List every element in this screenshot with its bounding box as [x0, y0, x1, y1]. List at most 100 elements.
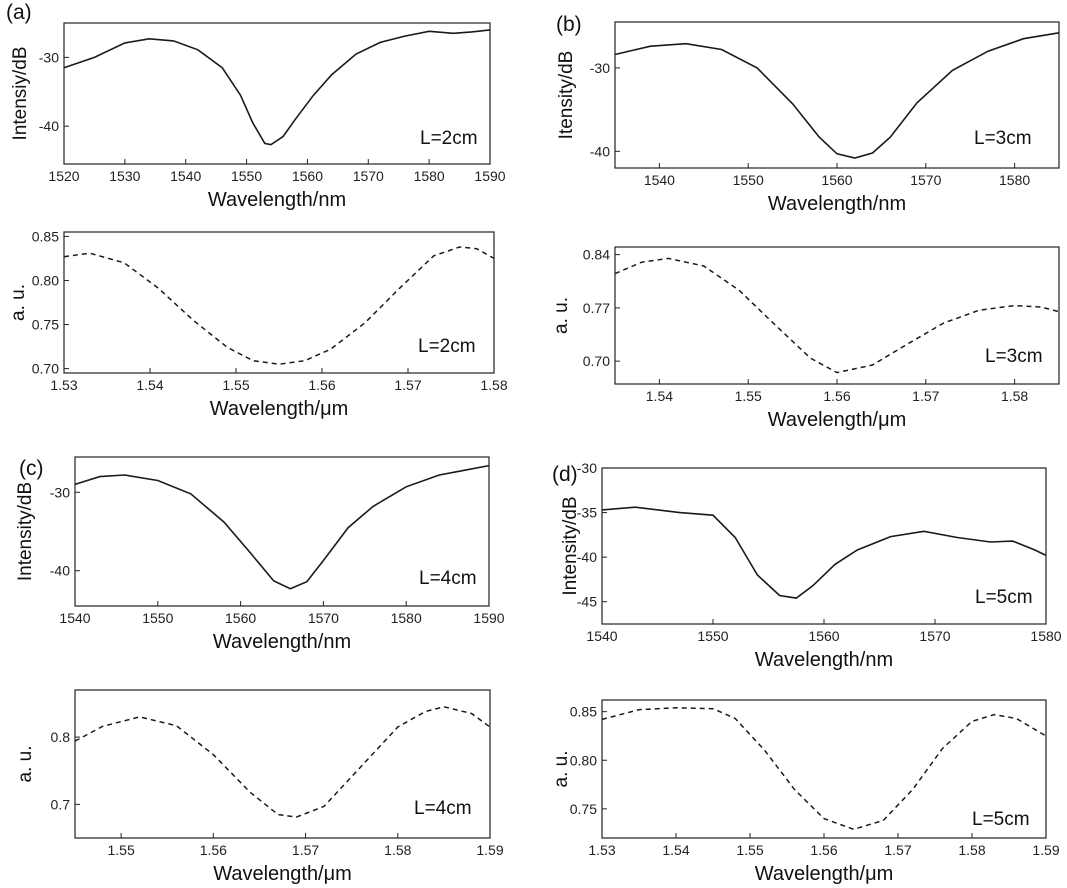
x-tick-label: 1.57 — [394, 377, 421, 393]
x-tick-label: 1.55 — [736, 842, 763, 858]
x-tick-label: 1540 — [644, 172, 675, 188]
x-axis-label: Wavelength/nm — [768, 193, 906, 215]
plot-frame — [74, 689, 491, 839]
y-axis-label: Intensiy/dB — [10, 47, 31, 141]
y-axis-label: a. u. — [15, 746, 36, 783]
x-tick-label: 1580 — [999, 172, 1030, 188]
x-tick-label: 1.55 — [107, 842, 134, 858]
chart-d-bottom: 1.53 1.54 1.55 1.56 1.57 1.58 1.59 0.75 0.80 0.85… — [551, 699, 1060, 885]
x-tick-label: 1.54 — [662, 842, 689, 858]
chart-b-top: 1540 1550 1560 1570 1580 -30 -40 Wavelength/nm I… — [556, 13, 1060, 215]
x-tick-label: 1.54 — [646, 388, 673, 404]
series-line — [614, 257, 1060, 374]
length-annotation: L=2cm — [418, 336, 476, 357]
x-tick-label: 1.58 — [1001, 388, 1028, 404]
y-tick-label: 0.70 — [32, 361, 59, 377]
series-line — [601, 707, 1047, 831]
length-annotation: L=2cm — [420, 128, 478, 149]
x-tick-label: 1.57 — [292, 842, 319, 858]
panel-label: (b) — [556, 13, 582, 36]
x-tick-label: 1540 — [586, 628, 617, 644]
chart-b-bottom: 1.54 1.55 1.56 1.57 1.58 0.70 0.77 0.84 Waveleng… — [551, 246, 1060, 431]
x-tick-label: 1.56 — [200, 842, 227, 858]
y-tick-label: 0.85 — [570, 704, 597, 720]
y-axis-label: Intensity/dB — [560, 496, 581, 595]
x-tick-label: 1580 — [1030, 628, 1061, 644]
x-tick-label: 1.57 — [912, 388, 939, 404]
x-axis-label: Wavelength/μm — [210, 398, 349, 420]
chart-c-bottom: 1.55 1.56 1.57 1.58 1.59 0.7 0.8 Wavelength/μm a… — [15, 689, 504, 885]
x-tick-label: 1570 — [308, 610, 339, 626]
x-tick-label: 1560 — [821, 172, 852, 188]
series-line — [614, 32, 1060, 159]
length-annotation: L=3cm — [985, 346, 1043, 367]
y-tick-label: -40 — [577, 549, 597, 565]
y-axis-label: a. u. — [551, 297, 572, 334]
x-tick-label: 1.56 — [308, 377, 335, 393]
x-tick-label: 1.54 — [136, 377, 163, 393]
x-tick-label: 1530 — [109, 168, 140, 184]
chart-c-top: 1540 1550 1560 1570 1580 1590 -30 -40 Wavelength… — [15, 456, 505, 653]
x-tick-label: 1520 — [48, 168, 79, 184]
y-tick-label: -30 — [39, 49, 59, 65]
x-tick-label: 1.55 — [735, 388, 762, 404]
length-annotation: L=4cm — [419, 568, 477, 589]
x-tick-label: 1.57 — [884, 842, 911, 858]
x-tick-label: 1.53 — [588, 842, 615, 858]
series-line — [74, 706, 491, 818]
y-tick-label: -45 — [577, 594, 597, 610]
x-tick-label: 1.55 — [222, 377, 249, 393]
x-tick-label: 1590 — [474, 168, 505, 184]
y-axis-label: a. u. — [551, 751, 572, 788]
x-tick-label: 1.58 — [480, 377, 507, 393]
x-tick-label: 1550 — [697, 628, 728, 644]
y-tick-label: 0.77 — [583, 300, 610, 316]
x-tick-label: 1590 — [473, 610, 504, 626]
series-line — [63, 246, 495, 365]
x-tick-label: 1.59 — [1032, 842, 1059, 858]
x-tick-label: 1550 — [142, 610, 173, 626]
x-tick-label: 1.56 — [823, 388, 850, 404]
x-tick-label: 1570 — [910, 172, 941, 188]
chart-a-top: 1520 1530 1540 1550 1560 1570 1580 1590 -30 -40 Wa… — [6, 1, 506, 211]
length-annotation: L=3cm — [974, 128, 1032, 149]
x-tick-label: 1540 — [59, 610, 90, 626]
y-tick-label: 0.75 — [32, 317, 59, 333]
y-tick-label: 0.75 — [570, 801, 597, 817]
y-tick-label: 0.84 — [583, 247, 610, 263]
x-tick-label: 1.58 — [384, 842, 411, 858]
x-axis-label: Wavelength/nm — [755, 649, 893, 671]
chart-a-bottom: 1.53 1.54 1.55 1.56 1.57 1.58 0.70 0.75 0.80 0.85… — [8, 228, 508, 420]
y-tick-label: -30 — [590, 60, 610, 76]
x-tick-label: 1560 — [225, 610, 256, 626]
x-tick-label: 1.59 — [476, 842, 503, 858]
x-tick-label: 1.56 — [810, 842, 837, 858]
length-annotation: L=5cm — [975, 587, 1033, 608]
series-line — [63, 29, 491, 146]
y-axis-label: a. u. — [8, 284, 29, 321]
y-tick-label: -30 — [50, 484, 70, 500]
panel-label: (c) — [19, 457, 44, 480]
x-axis-label: Wavelength/μm — [755, 863, 894, 885]
x-tick-label: 1540 — [170, 168, 201, 184]
x-tick-label: 1570 — [353, 168, 384, 184]
panel-label: (d) — [552, 463, 578, 486]
x-tick-label: 1.58 — [958, 842, 985, 858]
y-tick-label: -40 — [50, 563, 70, 579]
y-axis-label: Itensity/dB — [556, 51, 577, 140]
length-annotation: L=5cm — [972, 809, 1030, 830]
x-axis-label: Wavelength/nm — [208, 189, 346, 211]
y-tick-label: -40 — [590, 143, 610, 159]
x-tick-label: 1560 — [808, 628, 839, 644]
x-tick-label: 1550 — [733, 172, 764, 188]
x-tick-label: 1550 — [231, 168, 262, 184]
x-tick-label: 1.53 — [50, 377, 77, 393]
plot-frame — [74, 456, 490, 607]
plot-frame — [63, 231, 495, 374]
y-tick-label: 0.8 — [51, 729, 71, 745]
x-tick-label: 1560 — [292, 168, 323, 184]
y-tick-label: 0.7 — [51, 796, 71, 812]
y-tick-label: 0.80 — [570, 752, 597, 768]
x-axis-label: Wavelength/μm — [213, 863, 352, 885]
